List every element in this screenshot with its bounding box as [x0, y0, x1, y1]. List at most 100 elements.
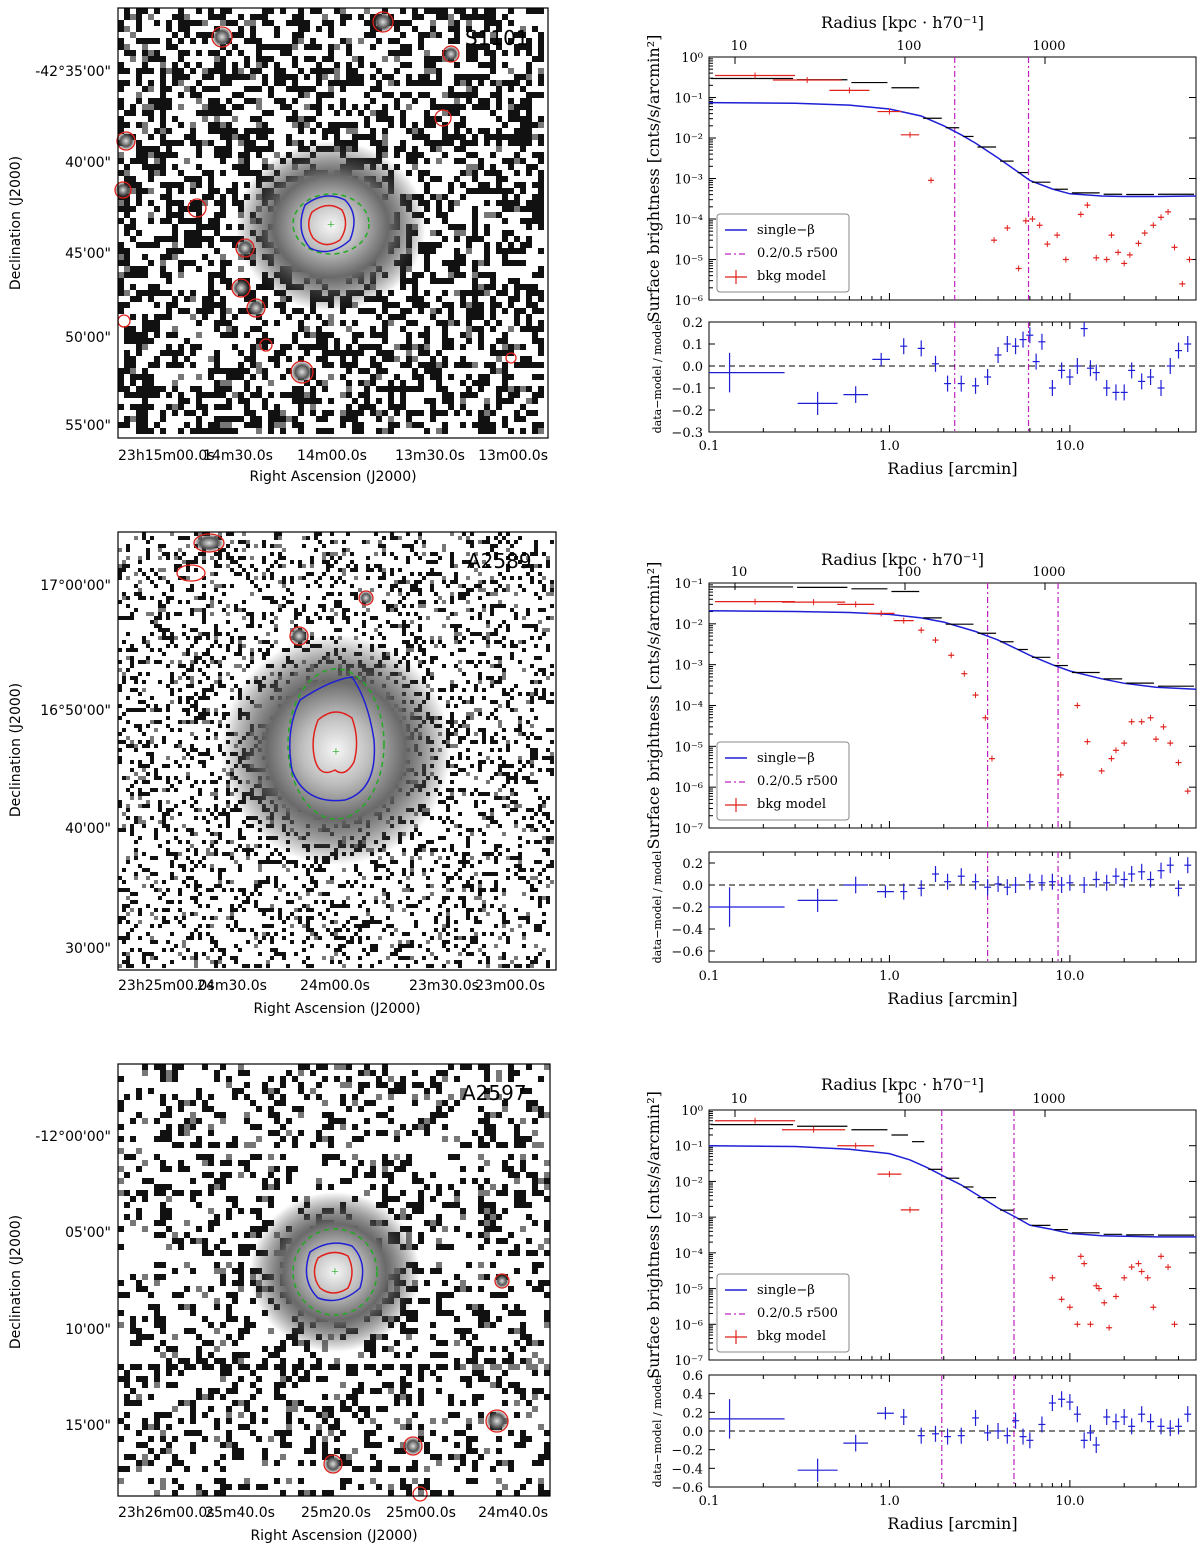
profile-y-tick-label: 10⁻⁴: [674, 700, 703, 715]
dec-tick: 05'00": [65, 1225, 111, 1241]
contour-green-dashed: [292, 1228, 378, 1316]
mask-circle: [187, 198, 207, 218]
top-tick-label: 100: [897, 1092, 922, 1107]
contour-blue: [300, 195, 355, 253]
legend-box: [716, 741, 850, 821]
ra-tick: 23m30.0s: [409, 978, 479, 994]
profile-y-tick-label: 10⁻³: [674, 173, 703, 188]
pixel-noise: [118, 8, 544, 434]
residual-y-tick-label: 0.1: [682, 338, 703, 353]
ra-axis-label: Right Ascension (J2000): [249, 469, 416, 485]
profile-y-tick-label: 10⁻³: [674, 659, 703, 674]
residual-points: [709, 857, 1192, 927]
contour-red: [312, 711, 358, 774]
data-points: [711, 586, 1194, 687]
dec-tick: 55'00": [65, 418, 111, 434]
residual-points: [709, 322, 1192, 415]
residual-x-tick-label: 10.0: [1055, 969, 1084, 984]
legend-entry: single−β: [757, 223, 815, 238]
dec-axis-label: Declination (J2000): [8, 156, 24, 290]
top-tick-label: 100: [897, 39, 922, 54]
residual-x-tick-label: 0.1: [699, 969, 720, 984]
residual-x-tick-label: 10.0: [1055, 439, 1084, 454]
dec-tick: 16°50'00": [40, 703, 111, 719]
profile-y-tick-label: 10⁻⁵: [674, 740, 703, 755]
dec-tick: -42°35'00": [35, 64, 111, 80]
profile-y-tick-label: 10⁻⁶: [674, 1318, 703, 1333]
legend-entry: bkg model: [757, 797, 826, 812]
dec-axis-label: Declination (J2000): [8, 1215, 24, 1349]
profile-y-tick-label: 10⁻⁵: [674, 1283, 703, 1298]
mask-circle: [403, 1436, 423, 1456]
profile-y-tick-label: 10⁻³: [674, 1211, 703, 1226]
profile-y-tick-label: 10⁻⁴: [674, 1247, 703, 1262]
profile-y-tick-label: 10⁻⁶: [674, 294, 703, 309]
dec-tick: 45'00": [65, 246, 111, 262]
profile-panel-s1101: 0.1 1.0 10.0 Radius [arcmin] 10 100 1000 Radius…: [644, 13, 1197, 478]
dec-tick: 40'00": [65, 155, 111, 171]
ra-tick: 24m30.0s: [197, 978, 267, 994]
legend-entry: bkg model: [757, 1329, 826, 1344]
mask-circle: [176, 564, 206, 582]
residual-x-tick-label: 1.0: [879, 1494, 900, 1509]
ra-axis-label: Right Ascension (J2000): [250, 1528, 417, 1544]
residual-x-tick-label: 10.0: [1055, 1494, 1084, 1509]
profile-y-label: Surface brightness [cnts/s/arcmin²]: [644, 562, 663, 850]
contour-blue: [305, 1242, 364, 1302]
residual-y-tick-label: 0.2: [682, 1406, 703, 1421]
residual-x-tick-label: 1.0: [879, 439, 900, 454]
residual-y-tick-label: −0.4: [671, 923, 703, 938]
mask-circle: [372, 11, 394, 33]
profile-panel-a2589: 0.1 1.0 10.0 Radius [arcmin] 10 100 1000 Radius…: [644, 550, 1197, 1008]
profile-y-tick-label: 10⁻¹: [674, 577, 703, 592]
top-axis-label: Radius [kpc · h70⁻¹]: [821, 13, 984, 32]
mask-circle: [114, 181, 132, 199]
dec-tick: 15'00": [65, 1418, 111, 1434]
residual-y-label: data−model / model: [651, 1374, 664, 1487]
residual-y-tick-label: 0.0: [682, 360, 703, 375]
mask-circle: [290, 360, 314, 384]
sky-image-a2589: + A2589 23h25m00.0s 24m30.0s 24m00.0s 23…: [8, 531, 557, 1017]
residual-y-tick-label: 0.0: [682, 879, 703, 894]
top-tick-label: 1000: [1032, 565, 1065, 580]
residual-x-tick-label: 1.0: [879, 969, 900, 984]
residual-y-tick-label: −0.4: [671, 1462, 703, 1477]
top-tick-label: 10: [731, 565, 748, 580]
mask-circle: [485, 1409, 509, 1433]
profile-y-tick-label: 10⁻⁴: [674, 213, 703, 228]
legend-box: [716, 213, 850, 293]
panel-s1101: + S1101 23h15m00.0s 14m30.0s: [8, 7, 549, 485]
dec-tick: 40'00": [65, 821, 111, 837]
residual-y-tick-label: −0.6: [671, 1481, 703, 1496]
profile-y-tick-label: 10⁻⁷: [674, 822, 703, 837]
bkg-points: [715, 72, 1193, 287]
residual-x-tick-label: 0.1: [699, 439, 720, 454]
mask-circle: [289, 626, 309, 646]
profile-y-tick-label: 10⁻²: [674, 618, 703, 633]
ra-tick: 14m30.0s: [203, 448, 273, 464]
point-source-masks: [176, 533, 374, 646]
mask-circle: [323, 1454, 343, 1474]
ra-tick: 25m00.0s: [386, 1505, 456, 1521]
residual-y-tick-label: 0.2: [682, 316, 703, 331]
residual-frame: [708, 321, 1197, 433]
residual-points: [709, 1391, 1192, 1482]
ra-tick: 24m40.0s: [478, 1505, 548, 1521]
dec-tick: -12°00'00": [35, 1129, 111, 1145]
residual-y-label: data−model / model: [651, 850, 664, 963]
profile-y-tick-label: 10⁻¹: [674, 92, 703, 107]
residual-y-tick-label: 0.2: [682, 857, 703, 872]
sky-image-a2597: + A2597 23h26m00.0s 25m40.0s 25m20.0s 25…: [8, 1063, 551, 1544]
profile-y-label: Surface brightness [cnts/s/arcmin²]: [644, 1091, 663, 1379]
bkg-points: [715, 598, 1191, 795]
cluster-label: A2597: [462, 1081, 527, 1105]
profile-y-tick-label: 10⁻⁷: [674, 1354, 703, 1369]
panel-a2597: + A2597 23h26m00.0s 25m40.0s 25m20.0s 25…: [8, 1063, 551, 1544]
mask-circle: [235, 238, 255, 258]
top-axis-label: Radius [kpc · h70⁻¹]: [821, 550, 984, 569]
mask-circle: [246, 298, 266, 318]
residual-y-tick-label: −0.2: [671, 1444, 703, 1459]
residual-y-label: data−model / model: [651, 320, 664, 433]
sky-image-s1101: + S1101 23h15m00.0s 14m30.0s: [8, 7, 549, 485]
model-line: [709, 101, 1196, 198]
